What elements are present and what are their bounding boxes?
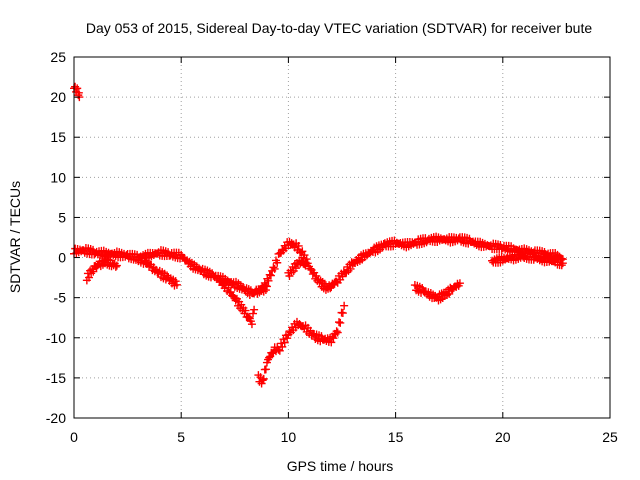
data-point (172, 280, 181, 289)
y-tick-label: 20 (50, 89, 66, 105)
series-arc-dip-afternoon (215, 277, 259, 329)
data-point (266, 271, 275, 280)
data-point (226, 287, 235, 296)
series-arc-small-noon (284, 256, 310, 280)
data-point (294, 241, 303, 250)
data-point (270, 264, 279, 273)
x-tick-label: 20 (495, 429, 511, 445)
data-point (249, 309, 258, 318)
series-arc-afternoon-dip (410, 279, 464, 305)
x-tick-label: 0 (70, 429, 78, 445)
data-point (273, 258, 282, 267)
x-axis-title: GPS time / hours (287, 458, 394, 474)
y-tick-label: 25 (50, 49, 66, 65)
data-point (308, 270, 317, 279)
data-point (333, 328, 342, 337)
data-point (378, 243, 387, 252)
data-point (340, 301, 349, 310)
series-arc-early (70, 82, 84, 102)
plot-frame (73, 56, 611, 419)
data-point (306, 264, 315, 273)
data-point (250, 305, 259, 314)
series-arc-rise-noon (252, 232, 567, 296)
y-tick-label: -15 (46, 370, 66, 386)
y-tick-label: 15 (50, 129, 66, 145)
series-arc-late (488, 249, 567, 270)
data-point (300, 251, 309, 260)
data-point (338, 309, 347, 318)
x-tick-labels: 0 5 10 15 20 25 (70, 429, 618, 445)
data-points-layer (70, 82, 567, 388)
data-point (277, 339, 286, 348)
series-arc-main-morning (70, 243, 271, 300)
data-point (302, 255, 311, 264)
y-tick-label: -20 (46, 410, 66, 426)
data-point (259, 374, 268, 383)
data-point (258, 376, 267, 385)
data-point (241, 306, 250, 315)
data-point (85, 273, 94, 282)
y-tick-label: -10 (46, 330, 66, 346)
data-point (455, 279, 464, 288)
y-tick-label: -5 (54, 290, 67, 306)
data-point (171, 277, 180, 286)
data-point (264, 276, 273, 285)
data-point (73, 84, 82, 93)
y-tick-labels: -20 -15 -10 -5 0 5 10 15 20 25 (46, 49, 66, 426)
data-point (301, 261, 310, 270)
grid-layer (74, 57, 610, 418)
series-arc-side-1 (82, 255, 121, 285)
data-point (445, 289, 454, 298)
data-point (280, 338, 289, 347)
data-point (558, 259, 567, 268)
data-point (262, 281, 271, 290)
data-point (231, 296, 240, 305)
y-tick-label: 5 (58, 209, 66, 225)
data-point (269, 263, 278, 272)
data-point (283, 334, 292, 343)
data-point (111, 262, 120, 271)
y-axis-title: SDTVAR / TECUs (7, 181, 23, 293)
y-tick-label: 10 (50, 169, 66, 185)
chart-title: Day 053 of 2015, Sidereal Day-to-day VTE… (86, 20, 593, 36)
data-point (329, 334, 338, 343)
x-tick-label: 10 (281, 429, 297, 445)
x-tick-label: 15 (388, 429, 404, 445)
data-point (247, 320, 256, 329)
x-tick-label: 25 (602, 429, 618, 445)
data-point (346, 264, 355, 273)
data-point (327, 338, 336, 347)
ticks-layer (73, 56, 611, 419)
data-point (334, 318, 343, 327)
data-point (261, 365, 270, 374)
series-arc-low (254, 301, 349, 388)
data-point (89, 267, 98, 276)
y-tick-label: 0 (58, 250, 66, 266)
data-point (336, 318, 345, 327)
data-point (332, 277, 341, 286)
x-tick-label: 5 (177, 429, 185, 445)
series-arc-side-2 (134, 253, 181, 290)
data-point (332, 327, 341, 336)
data-point (224, 283, 233, 292)
data-point (278, 342, 287, 351)
data-point (265, 353, 274, 362)
data-point (300, 260, 309, 269)
data-point (112, 261, 121, 270)
